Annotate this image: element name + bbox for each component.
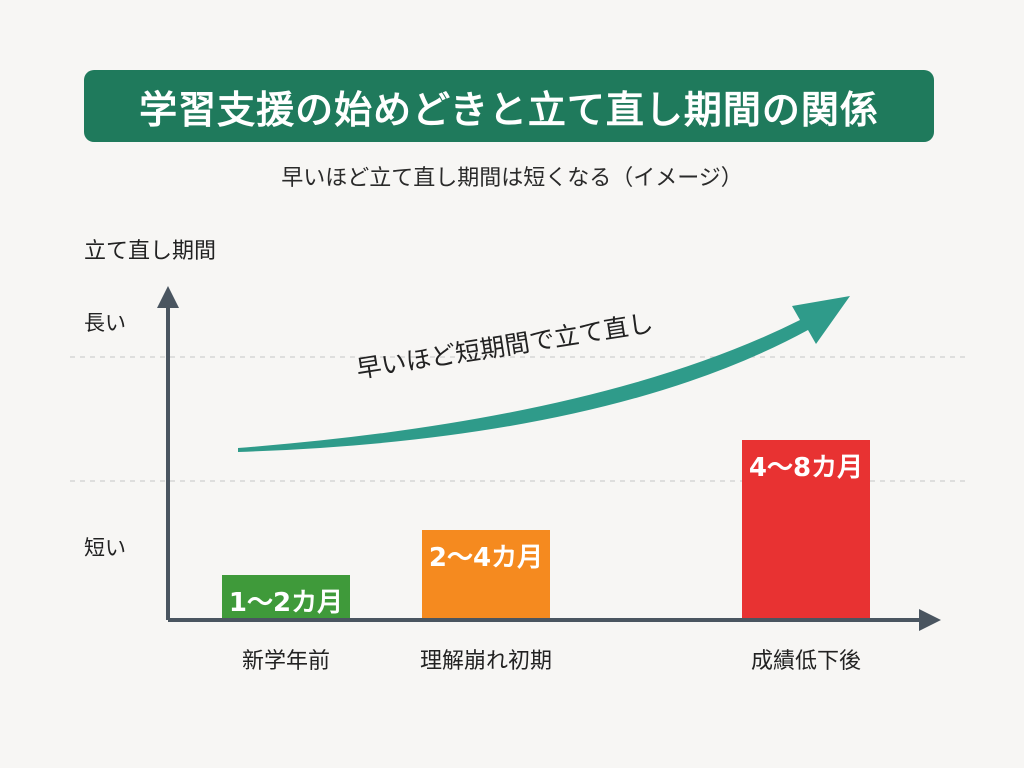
x-axis-arrowhead: [919, 609, 941, 631]
data-label-1: 1〜2カ月: [229, 588, 343, 618]
trend-arrow: [238, 296, 850, 452]
bar-1: [222, 575, 350, 620]
data-label-2: 2〜4カ月: [429, 543, 543, 573]
bar-2: [422, 530, 550, 620]
chart-title: 学習支援の始めどきと立て直し期間の関係: [139, 87, 879, 132]
y-axis-arrowhead: [157, 286, 179, 308]
x-tick-label-2: 理解崩れ初期: [420, 649, 552, 674]
data-label-3: 4〜8カ月: [749, 453, 863, 483]
y-axis-title: 立て直し期間: [84, 239, 216, 264]
y-tick-label-short: 短い: [84, 536, 126, 560]
title-banner: 学習支援の始めどきと立て直し期間の関係: [84, 70, 934, 142]
trend-annotation: 早いほど短期間で立て直し: [354, 308, 655, 384]
x-tick-label-3: 成績低下後: [751, 649, 861, 674]
bar-3: [742, 440, 870, 620]
x-tick-label-1: 新学年前: [242, 649, 330, 674]
y-tick-label-long: 長い: [84, 311, 126, 335]
chart-subtitle: 早いほど立て直し期間は短くなる（イメージ）: [281, 166, 743, 191]
